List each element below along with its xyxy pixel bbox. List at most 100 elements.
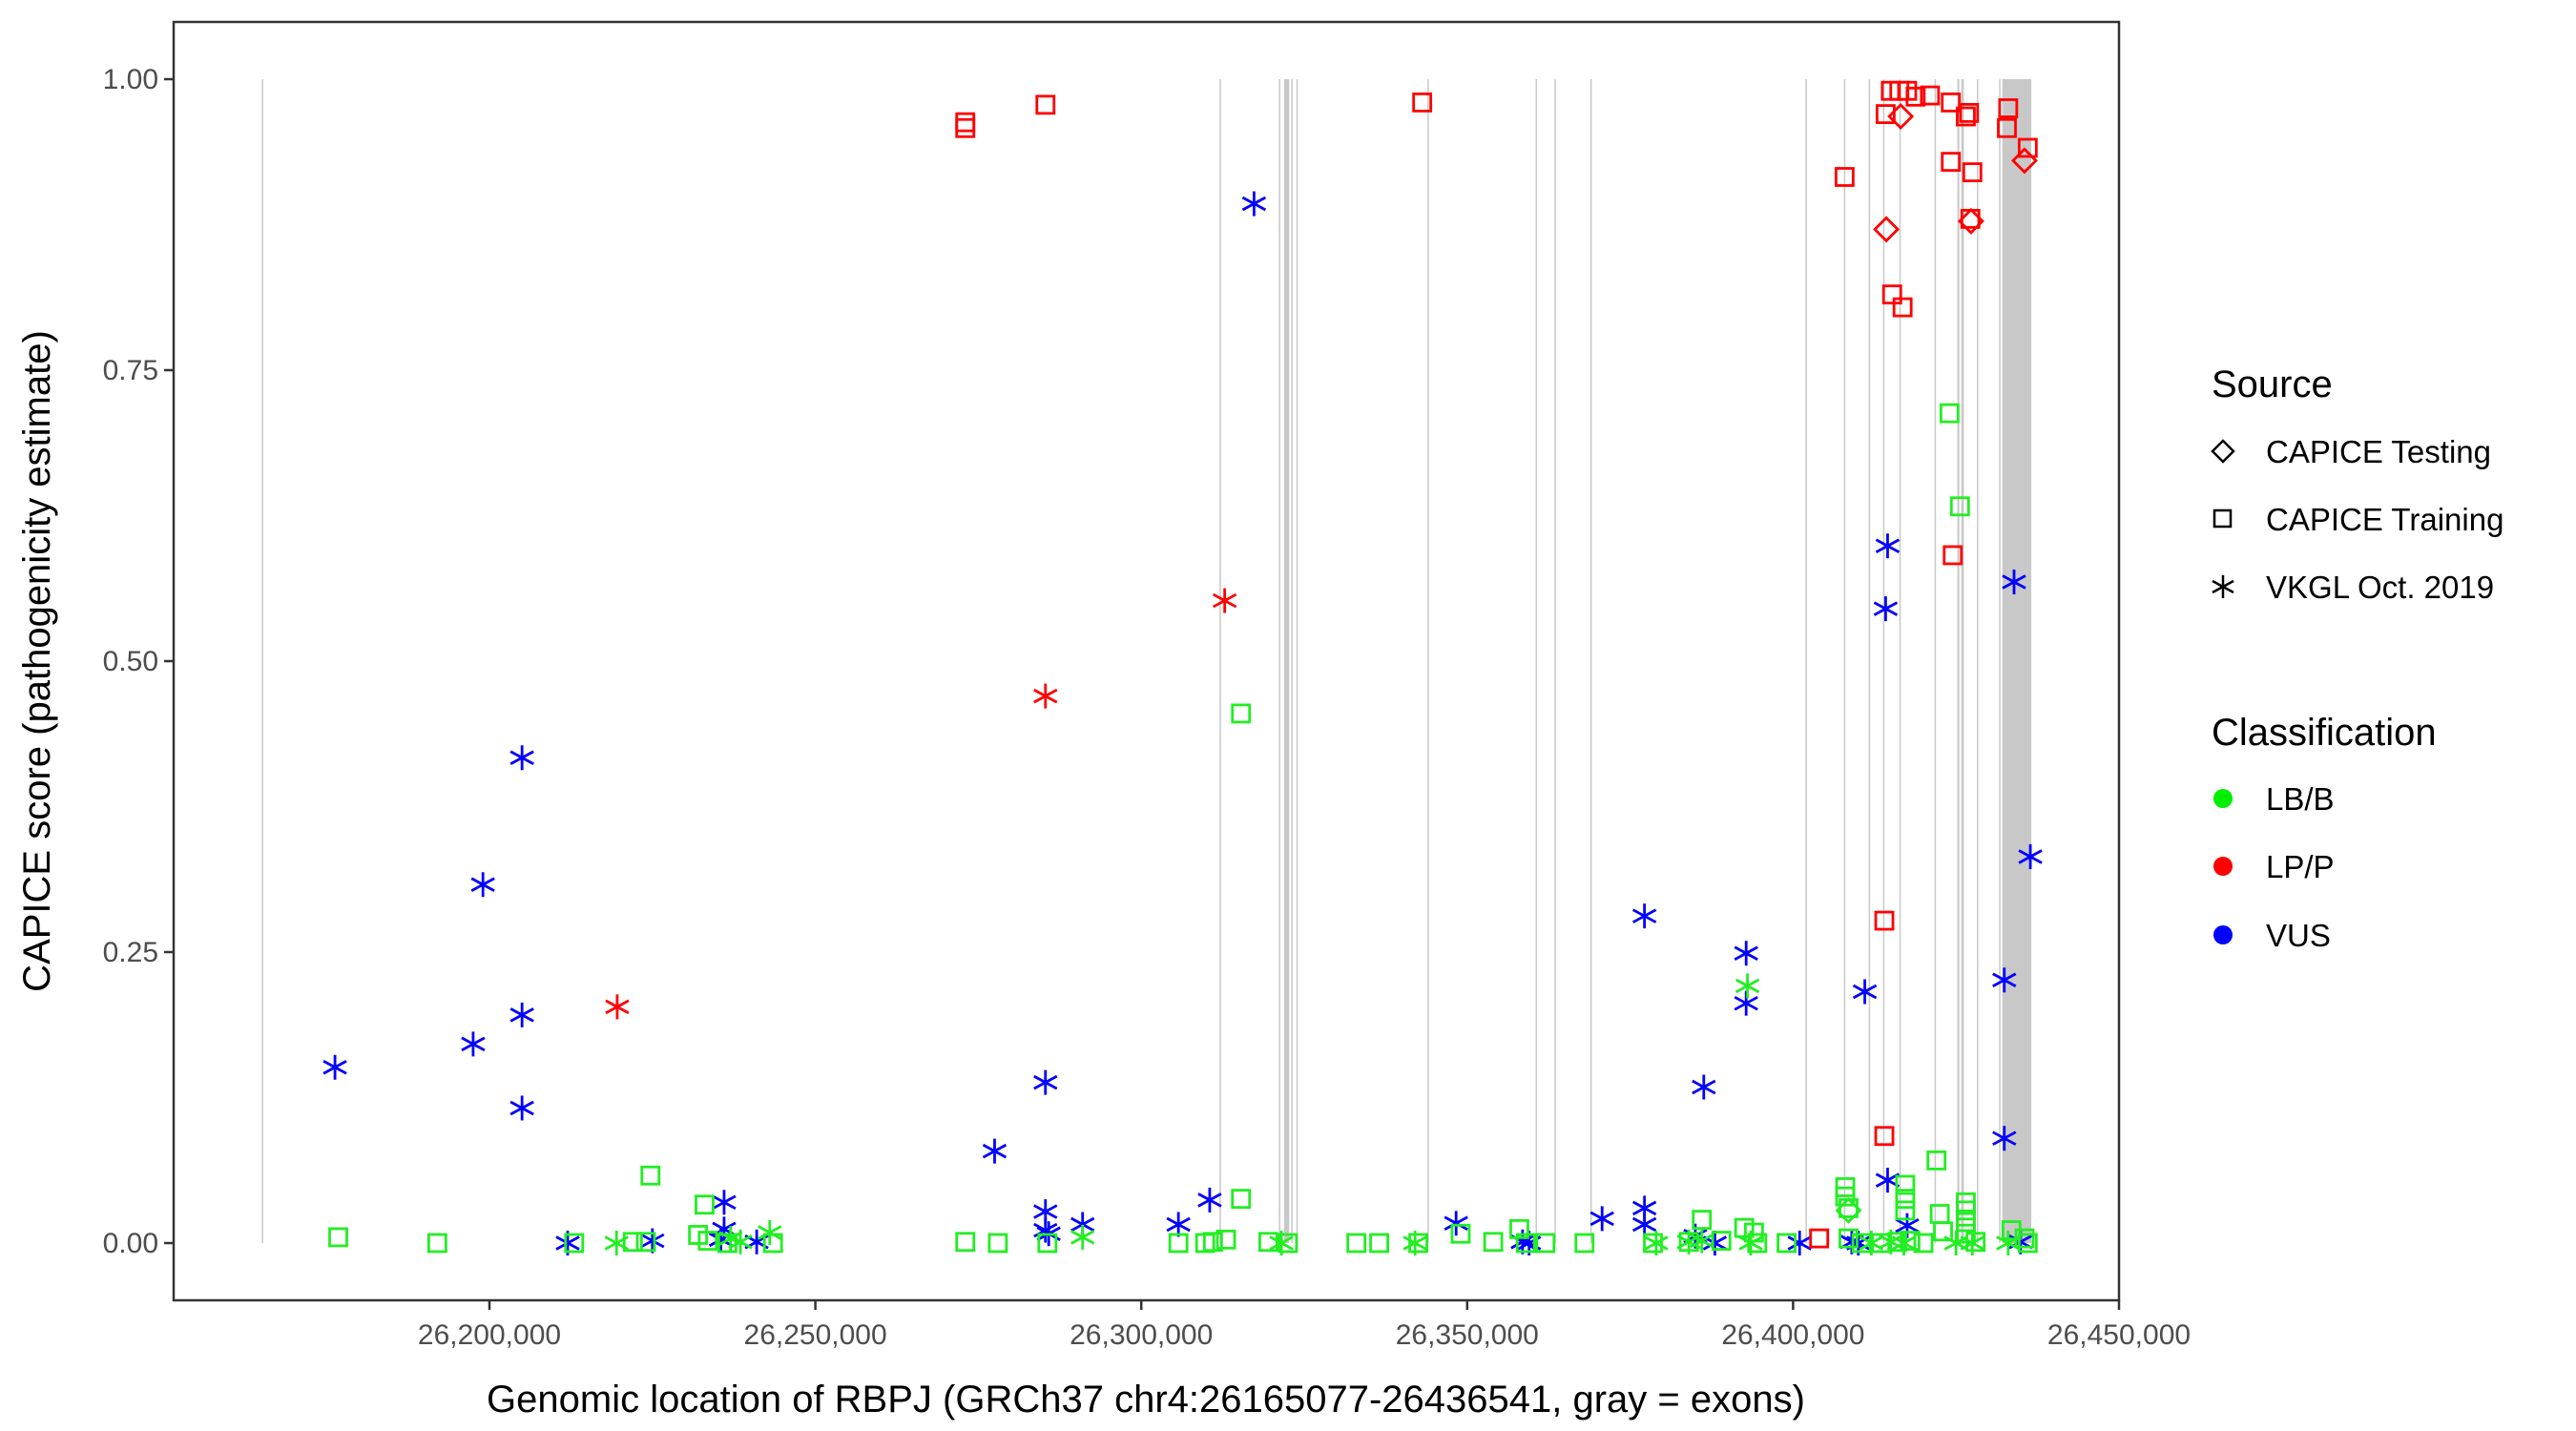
point-lbb-capice-training (1895, 1189, 1916, 1210)
x-tick-label: 26,250,000 (744, 1319, 887, 1351)
point-vus-vkgl-oct-2019 (1787, 1231, 1812, 1255)
point-vus-vkgl-oct-2019 (1197, 1187, 1222, 1213)
exon-band (1805, 79, 1807, 1243)
exon-band (1957, 79, 1960, 1243)
asterisk-icon (2212, 575, 2234, 598)
point-vus-vkgl-oct-2019 (1992, 1126, 2017, 1151)
exon-band (1296, 79, 1298, 1243)
point-lpp-capice-training (1959, 102, 1980, 123)
point-lbb-capice-training (1744, 1222, 1764, 1243)
point-lbb-capice-training (1509, 1218, 1529, 1239)
point-vus-vkgl-oct-2019 (1875, 1168, 1901, 1193)
legend-entry-lbb: LB/B (2213, 781, 2335, 817)
point-lbb-capice-training (1929, 1204, 1950, 1224)
y-tick-label: 1.00 (103, 64, 158, 95)
point-lbb-capice-training (426, 1233, 447, 1254)
point-vus-vkgl-oct-2019 (1631, 1212, 1657, 1237)
point-lbb-capice-training (1926, 1150, 1947, 1171)
point-vus-vkgl-oct-2019 (1033, 1069, 1058, 1095)
point-lbb-capice-training (1711, 1231, 1732, 1251)
y-axis: 0.00 0.25 0.50 0.75 1.00 (103, 64, 174, 1259)
point-lbb-capice-training (1913, 1233, 1934, 1254)
exon-band (1283, 79, 1290, 1243)
point-vus-vkgl-oct-2019 (1166, 1212, 1191, 1237)
point-vus-vkgl-oct-2019 (1852, 979, 1878, 1005)
x-tick-label: 26,450,000 (2047, 1319, 2191, 1351)
point-lbb-capice-training (1900, 1231, 1921, 1251)
point-lbb-capice-training (1839, 1228, 1859, 1249)
x-axis-title: Genomic location of RBPJ (GRCh37 chr4:26… (487, 1379, 1805, 1421)
legend-label: VKGL Oct. 2019 (2266, 570, 2494, 605)
point-lbb-capice-training (695, 1194, 715, 1215)
legend-label: CAPICE Testing (2266, 434, 2491, 469)
point-lpp-capice-training (1905, 86, 1926, 107)
point-lbb-capice-training (1939, 403, 1960, 424)
exon-band (1882, 79, 1885, 1243)
point-lbb-capice-training (1037, 1233, 1058, 1254)
point-vus-vkgl-oct-2019 (1444, 1211, 1468, 1236)
point-lbb-capice-training (1215, 1229, 1236, 1250)
point-lbb-capice-training (955, 1232, 976, 1253)
point-lbb-capice-training (635, 1232, 656, 1253)
point-lpp-capice-testing (1887, 103, 1915, 131)
exon-band (1843, 79, 1846, 1243)
point-lbb-capice-training (2017, 1233, 2038, 1254)
point-vus-vkgl-oct-2019 (322, 1054, 347, 1080)
point-lbb-capice-training (564, 1233, 585, 1254)
legend-label: VUS (2266, 918, 2331, 953)
x-tick-label: 26,200,000 (418, 1319, 561, 1351)
point-lbb-vkgl-oct-2019 (728, 1229, 753, 1255)
point-lbb-capice-training (1346, 1233, 1367, 1254)
point-vus-vkgl-oct-2019 (1875, 533, 1901, 559)
point-lbb-capice-training (1678, 1232, 1699, 1253)
dot-icon (2213, 925, 2233, 944)
point-lbb-capice-training (1258, 1232, 1278, 1253)
point-vus-vkgl-oct-2019 (982, 1138, 1008, 1164)
legend-classification-title: Classification (2212, 712, 2437, 754)
exon-bands (261, 79, 2032, 1243)
point-lpp-capice-training (1941, 152, 1962, 173)
point-lbb-capice-training (1450, 1223, 1471, 1244)
point-lpp-capice-training (2017, 137, 2038, 158)
point-lpp-capice-training (1962, 162, 1983, 183)
exon-band (1554, 79, 1556, 1243)
point-lbb-capice-training (1851, 1233, 1872, 1254)
legend-source-title: Source (2212, 363, 2333, 405)
data-points (322, 80, 2043, 1255)
point-vus-vkgl-oct-2019 (1589, 1206, 1614, 1232)
exon-band (1219, 79, 1221, 1243)
point-vus-vkgl-oct-2019 (470, 872, 495, 898)
point-vus-vkgl-oct-2019 (1241, 191, 1267, 217)
exon-band (1868, 79, 1871, 1243)
point-lbb-capice-training (2014, 1228, 2035, 1249)
plot-panel-border (172, 20, 2121, 1302)
point-lbb-capice-training (1643, 1233, 1663, 1254)
point-lbb-capice-training (1933, 1221, 1953, 1242)
point-vus-vkgl-oct-2019 (461, 1031, 486, 1057)
point-lbb-capice-training (1956, 1212, 1976, 1233)
point-lbb-capice-training (717, 1233, 737, 1254)
dot-icon (2213, 857, 2233, 876)
point-lpp-capice-training (1998, 98, 2019, 118)
diamond-icon (2211, 439, 2235, 464)
point-lbb-capice-training (697, 1231, 718, 1251)
y-tick-label: 0.75 (103, 355, 158, 386)
point-lpp-capice-training (955, 117, 976, 138)
point-lbb-capice-training (1231, 1189, 1252, 1210)
point-lpp-capice-training (1920, 85, 1941, 106)
point-lbb-capice-training (1369, 1233, 1389, 1254)
exon-band (1961, 79, 1964, 1243)
point-lbb-capice-training (1168, 1233, 1189, 1254)
y-axis-title: CAPICE score (pathogenicity estimate) (16, 330, 58, 992)
point-lbb-capice-training (1231, 703, 1252, 724)
point-vus-vkgl-oct-2019 (509, 745, 534, 771)
y-tick-label: 0.00 (103, 1228, 158, 1259)
point-vus-vkgl-oct-2019 (1992, 967, 2017, 993)
point-lbb-vkgl-oct-2019 (758, 1220, 782, 1246)
point-lbb-capice-testing (1835, 1196, 1862, 1224)
point-lbb-capice-training (1692, 1210, 1713, 1230)
point-lpp-capice-training (1892, 297, 1913, 318)
point-lbb-capice-training (1895, 1174, 1916, 1195)
exon-band (1278, 79, 1280, 1243)
